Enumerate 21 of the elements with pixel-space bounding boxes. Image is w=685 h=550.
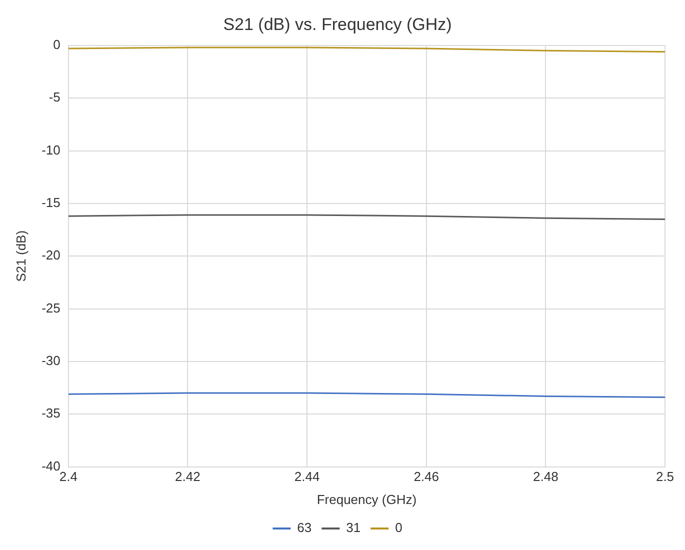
y-tick-label: -25 <box>42 300 60 316</box>
legend-label: 63 <box>297 520 312 536</box>
x-tick-label: 2.5 <box>656 469 674 484</box>
x-tick-label: 2.48 <box>533 469 558 484</box>
y-tick-label: -40 <box>42 458 60 474</box>
legend-label: 31 <box>346 520 361 536</box>
y-tick-label: 0 <box>53 36 60 52</box>
x-tick-label: 2.44 <box>294 469 320 484</box>
chart-title: S21 (dB) vs. Frequency (GHz) <box>223 14 452 34</box>
y-tick-label: -15 <box>42 195 60 210</box>
legend-label: 0 <box>395 520 402 536</box>
y-tick-label: -10 <box>42 142 60 158</box>
x-tick-label: 2.4 <box>59 469 78 484</box>
x-tick-label: 2.46 <box>414 469 440 484</box>
x-axis-title: Frequency (GHz) <box>316 492 417 507</box>
y-tick-label: -30 <box>42 353 60 368</box>
y-tick-label: -20 <box>42 248 60 263</box>
x-tick-label: 2.42 <box>175 469 200 484</box>
y-axis-title: S21 (dB) <box>13 230 28 282</box>
y-tick-label: -35 <box>42 406 60 421</box>
y-tick-label: -5 <box>48 90 60 105</box>
